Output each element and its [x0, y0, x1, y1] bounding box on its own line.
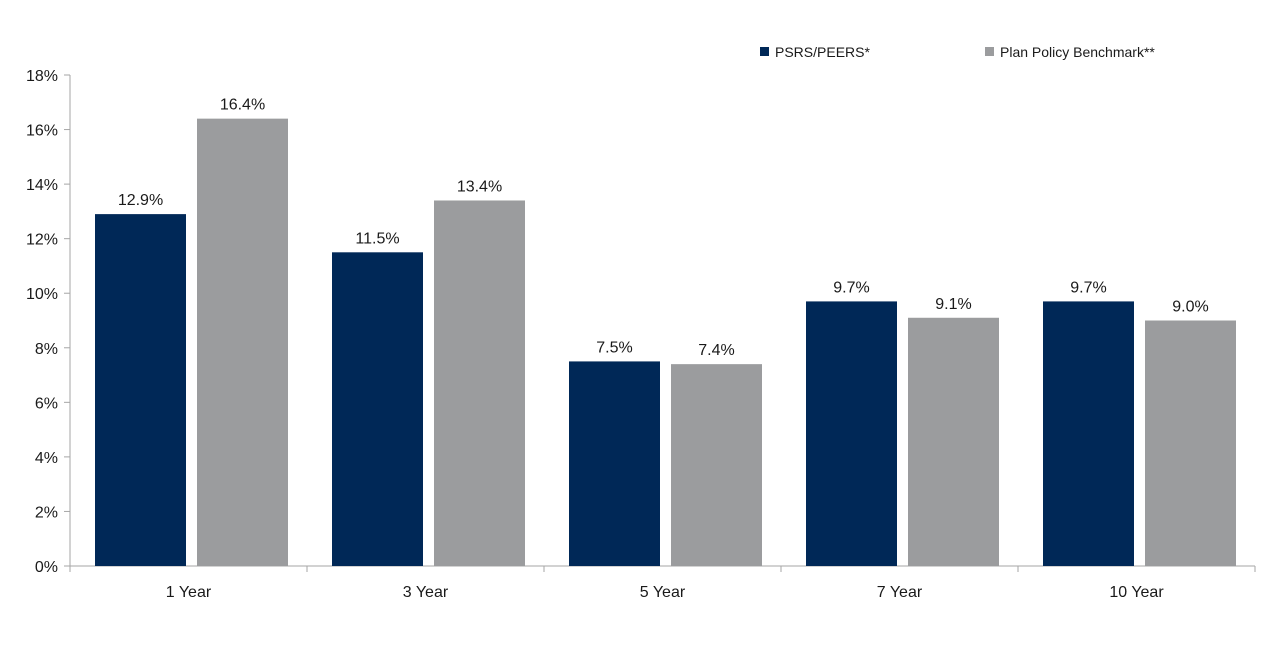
bar-plan-policy-benchmark	[671, 364, 762, 566]
x-category-label: 5 Year	[640, 584, 686, 601]
y-tick-label: 10%	[26, 286, 58, 303]
y-tick-label: 18%	[26, 68, 58, 85]
data-label: 9.1%	[935, 296, 971, 313]
bar-psrs-peers	[806, 301, 897, 566]
x-category-label: 1 Year	[166, 584, 212, 601]
y-tick-label: 8%	[35, 341, 58, 358]
bar-psrs-peers	[332, 252, 423, 567]
x-category-label: 3 Year	[403, 584, 449, 601]
y-tick-label: 6%	[35, 395, 58, 412]
x-axis: 1 Year 3 Year 5 Year 7 Year 10 Year	[69, 565, 1256, 601]
bar-plan-policy-benchmark	[434, 200, 525, 566]
data-label: 9.7%	[833, 279, 869, 296]
data-labels: 12.9% 16.4% 11.5% 13.4% 7.5% 7.4% 9.7% 9.1% 9.7%…	[118, 97, 1209, 359]
legend: PSRS/PEERS* Plan Policy Benchmark**	[760, 44, 1155, 60]
data-label: 9.7%	[1070, 279, 1106, 296]
data-label: 16.4%	[220, 97, 265, 114]
legend-label: Plan Policy Benchmark**	[1000, 44, 1155, 60]
y-tick-label: 4%	[35, 450, 58, 467]
legend-swatch	[985, 47, 994, 56]
y-axis: 0% 2% 4% 6% 8% 10% 12% 14% 16% 18%	[26, 68, 71, 576]
data-label: 7.5%	[596, 339, 632, 356]
y-tick-label: 16%	[26, 123, 58, 140]
bar-plan-policy-benchmark	[1145, 320, 1236, 566]
bar-psrs-peers	[1043, 301, 1134, 566]
y-tick-label: 12%	[26, 232, 58, 249]
data-label: 13.4%	[457, 178, 502, 195]
data-label: 11.5%	[355, 230, 399, 247]
data-label: 7.4%	[698, 342, 734, 359]
bar-plan-policy-benchmark	[908, 317, 999, 566]
bar-plan-policy-benchmark	[197, 118, 288, 567]
y-tick-label: 14%	[26, 177, 58, 194]
data-label: 9.0%	[1172, 299, 1208, 316]
bar-psrs-peers	[95, 214, 186, 566]
x-category-label: 10 Year	[1109, 584, 1164, 601]
data-label: 12.9%	[118, 192, 163, 209]
legend-label: PSRS/PEERS*	[775, 44, 870, 60]
x-category-label: 7 Year	[877, 584, 923, 601]
bar-psrs-peers	[569, 361, 660, 566]
legend-swatch	[760, 47, 769, 56]
y-tick-label: 2%	[35, 504, 58, 521]
y-tick-label: 0%	[35, 559, 58, 576]
bars	[95, 118, 1236, 567]
